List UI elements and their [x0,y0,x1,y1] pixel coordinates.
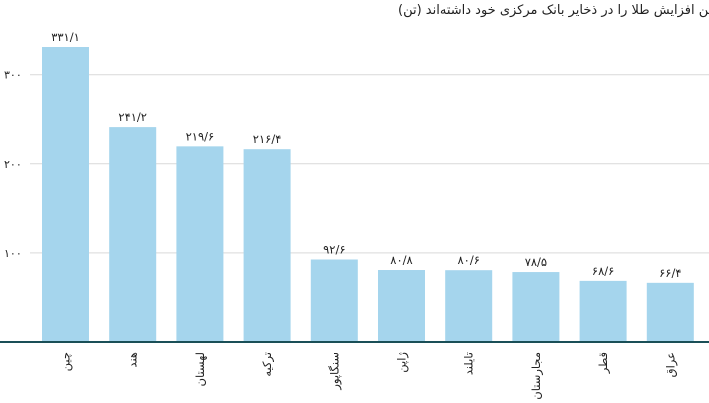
data-labels: ۳۳۱/۱ ۲۴۱/۲ ۲۱۹/۶ ۲۱۶/۴ ۹۲/۶ ۸۰/۸ ۸۰/۶ ۷۸/۵ ۶۸/۶… [51,30,681,280]
x-tick-label: عراق [663,352,678,377]
y-tick-label: ۲۰۰ [4,158,22,171]
data-label: ۸۰/۸ [390,253,412,267]
x-tick-label: سنگاپور [327,352,342,391]
bar [445,270,493,342]
bar [109,127,157,342]
data-label: ۲۱۹/۶ [186,129,215,143]
bar [512,272,560,342]
x-tick-label: هند [126,352,140,368]
data-label: ۹۲/۶ [323,242,345,256]
x-tick-label: قطر [596,352,611,374]
x-tick-label: ژاپن [395,352,410,373]
data-label: ۲۴۱/۲ [118,110,147,124]
data-label: ۶۸/۶ [592,264,614,278]
bar [310,259,358,342]
chart-title: ۱۰ کشور اولی که بیشترین افزایش طلا را در… [398,3,709,18]
bar [646,282,694,342]
y-axis-labels: ۱۰۰ ۲۰۰ ۳۰۰ [4,69,22,260]
bar [378,270,425,342]
y-tick-label: ۱۰۰ [4,247,22,260]
y-tick-label: ۳۰۰ [4,69,22,82]
bars [42,47,694,342]
x-tick-label: چین [59,352,74,371]
data-label: ۷۸/۵ [525,255,547,269]
data-label: ۶۶/۴ [659,266,681,280]
data-label: ۲۱۶/۴ [253,132,282,146]
x-tick-label: ترکیه [260,352,275,377]
bar [579,280,627,342]
x-tick-label: تایلند [462,352,476,375]
x-tick-label: مجارستان [529,352,544,400]
data-label: ۳۳۱/۱ [51,30,80,44]
data-label: ۸۰/۶ [457,253,479,267]
bar [42,47,89,342]
x-axis-labels: چین هند لهستان ترکیه سنگاپور ژاپن تایلند مجارست… [59,352,679,400]
x-tick-label: لهستان [193,352,207,386]
bar [176,146,224,342]
bar [243,149,291,342]
